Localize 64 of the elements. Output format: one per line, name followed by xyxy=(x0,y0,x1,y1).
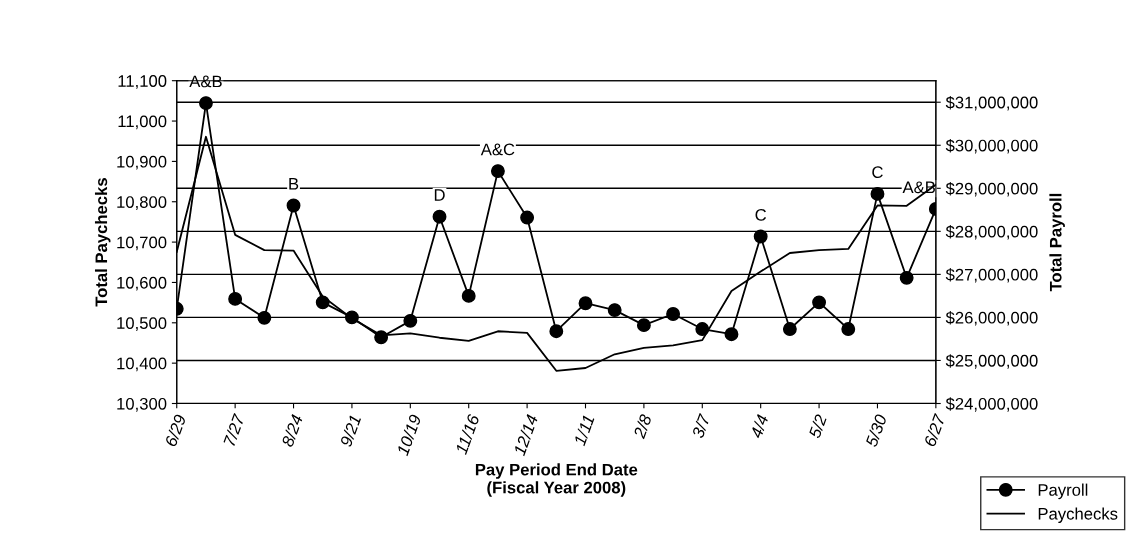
x-tick-label: 8/24 xyxy=(280,413,304,448)
point xyxy=(841,322,856,336)
y2-tick-label: $28,000,000 xyxy=(945,225,1038,240)
point xyxy=(490,164,505,179)
data-label: D xyxy=(434,189,445,201)
y-tick-label: 11,100 xyxy=(118,75,167,89)
y-tick-label: 10,600 xyxy=(117,276,167,291)
data-label: A&B xyxy=(902,181,935,194)
point xyxy=(286,198,301,213)
point xyxy=(782,322,797,336)
x-tick-label: 6/27 xyxy=(923,412,946,448)
point xyxy=(228,291,243,306)
x-axis-title: Pay Period End Date (Fiscal Year 2008) xyxy=(475,463,638,497)
y2-tick-label: $25,000,000 xyxy=(945,354,1038,369)
point xyxy=(403,313,418,328)
y2-tick-label: $29,000,000 xyxy=(945,182,1038,197)
x-tick-label: 6/29 xyxy=(164,413,187,448)
point xyxy=(198,96,213,111)
x-tick-label: 4/4 xyxy=(749,413,769,440)
legend-label: Paychecks xyxy=(1038,507,1118,523)
y-tick-label: 10,300 xyxy=(117,397,167,412)
x-tick-label: 2/8 xyxy=(632,413,653,440)
x-tick-label: 3/7 xyxy=(691,412,711,439)
x-tick-label: 11/16 xyxy=(454,413,480,456)
x-tick-label: 10/19 xyxy=(396,413,422,457)
point xyxy=(753,229,768,244)
legend-label: Payroll xyxy=(1038,483,1088,500)
point xyxy=(461,288,476,303)
point xyxy=(432,209,447,224)
y-tick-label: 10,400 xyxy=(117,357,167,372)
x-tick-label: 1/11 xyxy=(573,414,595,447)
x-tick-label: 7/27 xyxy=(222,412,246,447)
x-tick-label: 9/21 xyxy=(339,414,362,448)
y-axis-title: Total Paychecks xyxy=(94,178,111,307)
y-tick-label: 10,700 xyxy=(117,236,167,251)
point xyxy=(724,327,739,342)
data-label: B xyxy=(289,178,299,190)
y-tick-label: 10,500 xyxy=(117,317,167,331)
point xyxy=(549,324,564,339)
point xyxy=(607,303,622,318)
x-tick-label: 5/30 xyxy=(864,413,888,448)
point xyxy=(666,307,681,321)
point xyxy=(636,318,651,333)
y2-tick-label: $26,000,000 xyxy=(945,311,1038,326)
point xyxy=(899,270,914,285)
y2-tick-label: $30,000,000 xyxy=(945,138,1038,154)
y-tick-label: 10,800 xyxy=(117,196,167,210)
point xyxy=(695,322,710,336)
x-tick-label: 12/14 xyxy=(512,413,539,457)
point xyxy=(257,310,272,325)
data-label: C xyxy=(755,208,767,221)
y2-tick-label: $31,000,000 xyxy=(945,95,1038,111)
point xyxy=(870,186,885,201)
point xyxy=(812,295,827,310)
point xyxy=(520,210,535,225)
point xyxy=(578,296,593,311)
data-label: C xyxy=(872,166,883,179)
y2-tick-label: $24,000,000 xyxy=(945,397,1038,412)
y-tick-label: 11,000 xyxy=(118,115,167,130)
y2-axis-title: Total Payroll xyxy=(1049,193,1065,292)
x-tick-label: 5/2 xyxy=(807,413,828,439)
data-label: A&C xyxy=(480,143,515,156)
y2-tick-label: $27,000,000 xyxy=(945,268,1038,283)
y-tick-label: 10,900 xyxy=(117,155,167,170)
